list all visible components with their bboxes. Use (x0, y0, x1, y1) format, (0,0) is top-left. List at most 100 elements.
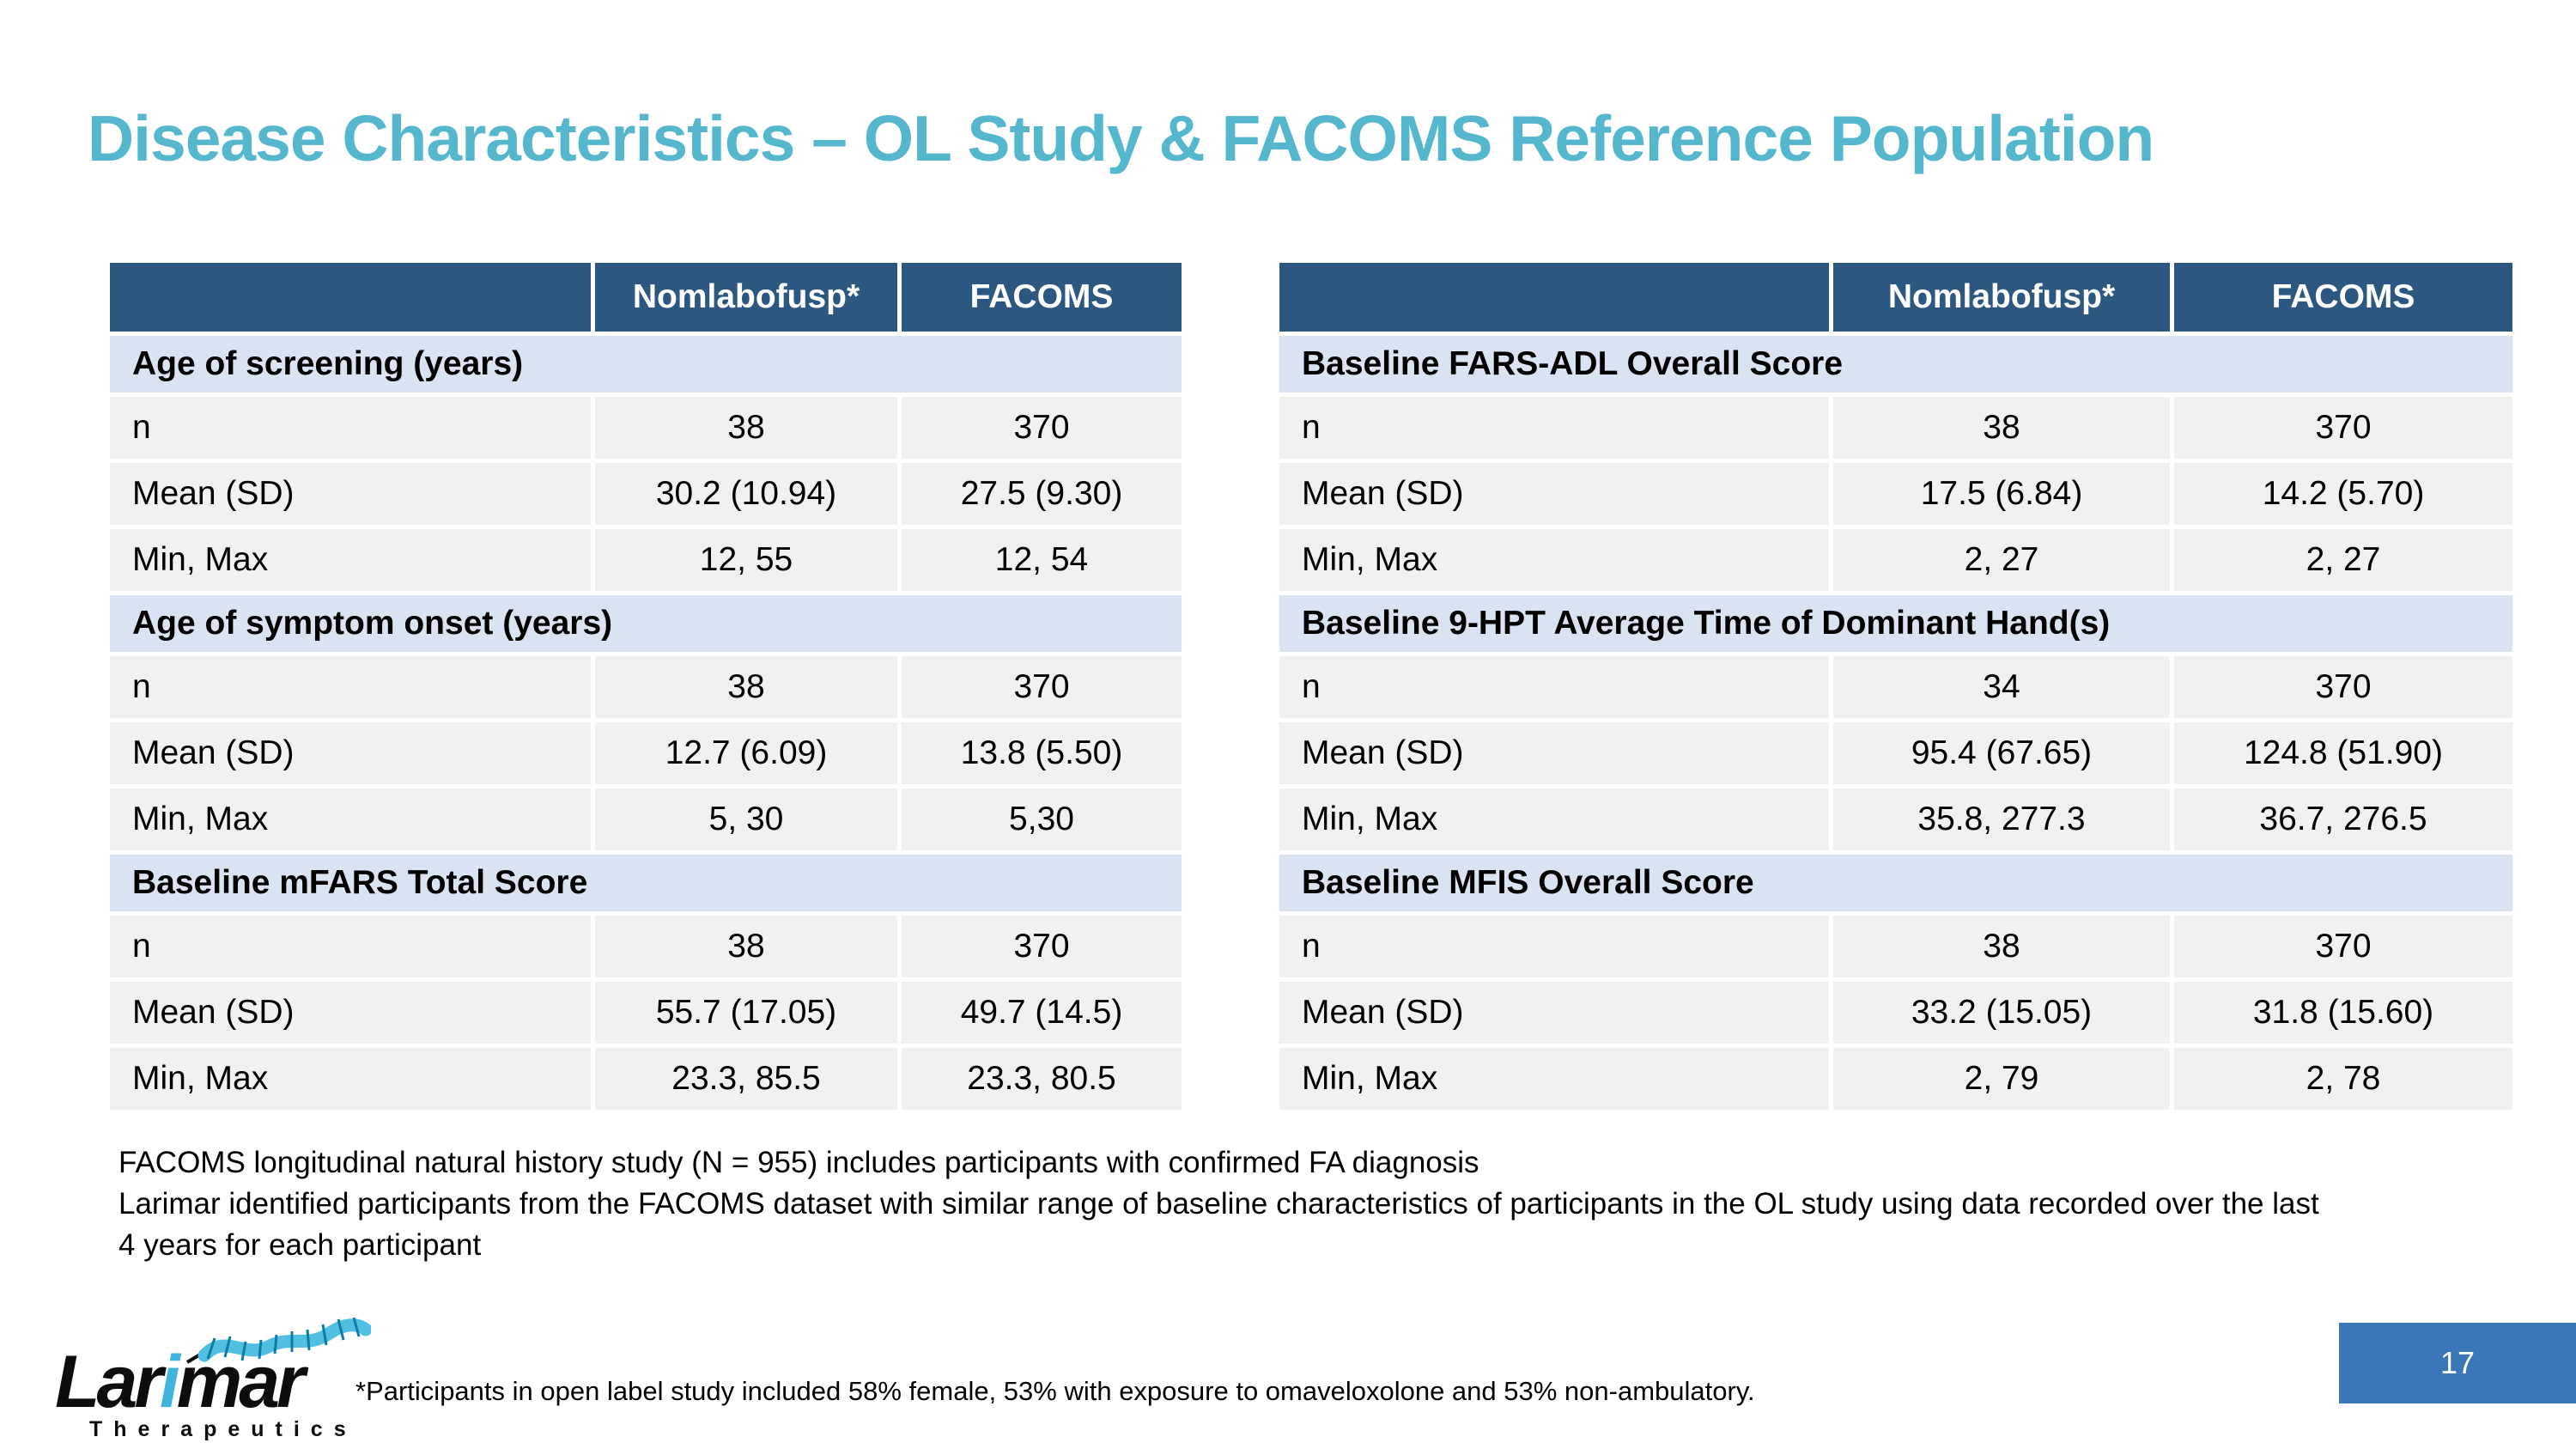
table-row: n 38 370 (110, 916, 1182, 977)
value-cell: 5,30 (902, 788, 1182, 850)
table-row: Mean (SD) 12.7 (6.09) 13.8 (5.50) (110, 722, 1182, 784)
value-cell: 23.3, 80.5 (902, 1048, 1182, 1110)
row-label: Min, Max (110, 529, 591, 591)
value-cell: 33.2 (15.05) (1833, 982, 2170, 1044)
row-label: n (110, 916, 591, 977)
row-label: Mean (SD) (110, 463, 591, 525)
table-row: n 38 370 (110, 656, 1182, 718)
value-cell: 5, 30 (595, 788, 897, 850)
column-header: Nomlabofusp* (595, 263, 897, 332)
value-cell: 30.2 (10.94) (595, 463, 897, 525)
value-cell: 14.2 (5.70) (2174, 463, 2512, 525)
value-cell: 370 (2174, 916, 2512, 977)
section-header-row: Baseline 9-HPT Average Time of Dominant … (1279, 595, 2512, 652)
row-label: Min, Max (110, 788, 591, 850)
row-label: n (110, 656, 591, 718)
disease-table-right: Nomlabofusp* FACOMS Baseline FARS-ADL Over… (1279, 263, 2512, 1110)
value-cell: 370 (2174, 656, 2512, 718)
disease-table-left: Nomlabofusp* FACOMS Age of screening (year… (110, 263, 1182, 1110)
note-line: FACOMS longitudinal natural history stud… (118, 1146, 1479, 1179)
value-cell: 49.7 (14.5) (902, 982, 1182, 1044)
value-cell: 2, 27 (2174, 529, 2512, 591)
table-row: n 34 370 (1279, 656, 2512, 718)
value-cell: 370 (902, 656, 1182, 718)
section-header-row: Age of screening (years) (110, 336, 1182, 393)
corner-cell (1279, 263, 1829, 332)
row-label: Min, Max (1279, 529, 1829, 591)
note-line: 4 years for each participant (118, 1228, 482, 1262)
value-cell: 38 (1833, 916, 2170, 977)
table-row: n 38 370 (1279, 916, 2512, 977)
table-row: n 38 370 (110, 397, 1182, 459)
value-cell: 370 (902, 916, 1182, 977)
value-cell: 34 (1833, 656, 2170, 718)
page-title: Disease Characteristics – OL Study & FAC… (88, 102, 2154, 174)
row-label: Mean (SD) (1279, 722, 1829, 784)
value-cell: 2, 79 (1833, 1048, 2170, 1110)
row-label: n (1279, 656, 1829, 718)
row-label: Min, Max (1279, 1048, 1829, 1110)
value-cell: 12, 54 (902, 529, 1182, 591)
table-header-row: Nomlabofusp* FACOMS (1279, 263, 2512, 332)
value-cell: 55.7 (17.05) (595, 982, 897, 1044)
value-cell: 370 (902, 397, 1182, 459)
row-label: Mean (SD) (1279, 463, 1829, 525)
row-label: n (1279, 916, 1829, 977)
column-header: FACOMS (902, 263, 1182, 332)
row-label: n (110, 397, 591, 459)
section-header-row: Age of symptom onset (years) (110, 595, 1182, 652)
table-row: Mean (SD) 30.2 (10.94) 27.5 (9.30) (110, 463, 1182, 525)
value-cell: 23.3, 85.5 (595, 1048, 897, 1110)
table-row: Mean (SD) 55.7 (17.05) 49.7 (14.5) (110, 982, 1182, 1044)
value-cell: 38 (595, 656, 897, 718)
table-row: Min, Max 2, 27 2, 27 (1279, 529, 2512, 591)
row-label: Min, Max (110, 1048, 591, 1110)
value-cell: 13.8 (5.50) (902, 722, 1182, 784)
section-header-row: Baseline mFARS Total Score (110, 855, 1182, 911)
note-line: Larimar identified participants from the… (118, 1187, 2319, 1221)
row-label: Mean (SD) (110, 722, 591, 784)
table-row: Min, Max 12, 55 12, 54 (110, 529, 1182, 591)
value-cell: 36.7, 276.5 (2174, 788, 2512, 850)
page-number-badge: 17 (2339, 1323, 2576, 1403)
row-label: n (1279, 397, 1829, 459)
section-header-row: Baseline MFIS Overall Score (1279, 855, 2512, 911)
table-row: Mean (SD) 95.4 (67.65) 124.8 (51.90) (1279, 722, 2512, 784)
logo-subtitle: Therapeutics (89, 1417, 357, 1441)
row-label: Mean (SD) (110, 982, 591, 1044)
row-label: Mean (SD) (1279, 982, 1829, 1044)
value-cell: 2, 78 (2174, 1048, 2512, 1110)
value-cell: 124.8 (51.90) (2174, 722, 2512, 784)
study-notes: FACOMS longitudinal natural history stud… (118, 1142, 2319, 1266)
value-cell: 35.8, 277.3 (1833, 788, 2170, 850)
corner-cell (110, 263, 591, 332)
table-row: n 38 370 (1279, 397, 2512, 459)
value-cell: 38 (1833, 397, 2170, 459)
row-label: Min, Max (1279, 788, 1829, 850)
column-header: Nomlabofusp* (1833, 263, 2170, 332)
larimar-logo: Larimar Therapeutics (55, 1318, 371, 1441)
logo-accent-i: i (159, 1341, 180, 1423)
value-cell: 38 (595, 397, 897, 459)
table-row: Mean (SD) 33.2 (15.05) 31.8 (15.60) (1279, 982, 2512, 1044)
value-cell: 17.5 (6.84) (1833, 463, 2170, 525)
table-row: Min, Max 35.8, 277.3 36.7, 276.5 (1279, 788, 2512, 850)
value-cell: 38 (595, 916, 897, 977)
value-cell: 12.7 (6.09) (595, 722, 897, 784)
value-cell: 2, 27 (1833, 529, 2170, 591)
value-cell: 95.4 (67.65) (1833, 722, 2170, 784)
table-header-row: Nomlabofusp* FACOMS (110, 263, 1182, 332)
value-cell: 370 (2174, 397, 2512, 459)
column-header: FACOMS (2174, 263, 2512, 332)
logo-wordmark: Larimar (55, 1341, 306, 1423)
table-row: Mean (SD) 17.5 (6.84) 14.2 (5.70) (1279, 463, 2512, 525)
asterisk-footnote: *Participants in open label study includ… (355, 1376, 1755, 1406)
table-row: Min, Max 2, 79 2, 78 (1279, 1048, 2512, 1110)
table-row: Min, Max 5, 30 5,30 (110, 788, 1182, 850)
table-row: Min, Max 23.3, 85.5 23.3, 80.5 (110, 1048, 1182, 1110)
value-cell: 31.8 (15.60) (2174, 982, 2512, 1044)
value-cell: 12, 55 (595, 529, 897, 591)
section-header-row: Baseline FARS-ADL Overall Score (1279, 336, 2512, 393)
helix-icon (185, 1318, 371, 1364)
